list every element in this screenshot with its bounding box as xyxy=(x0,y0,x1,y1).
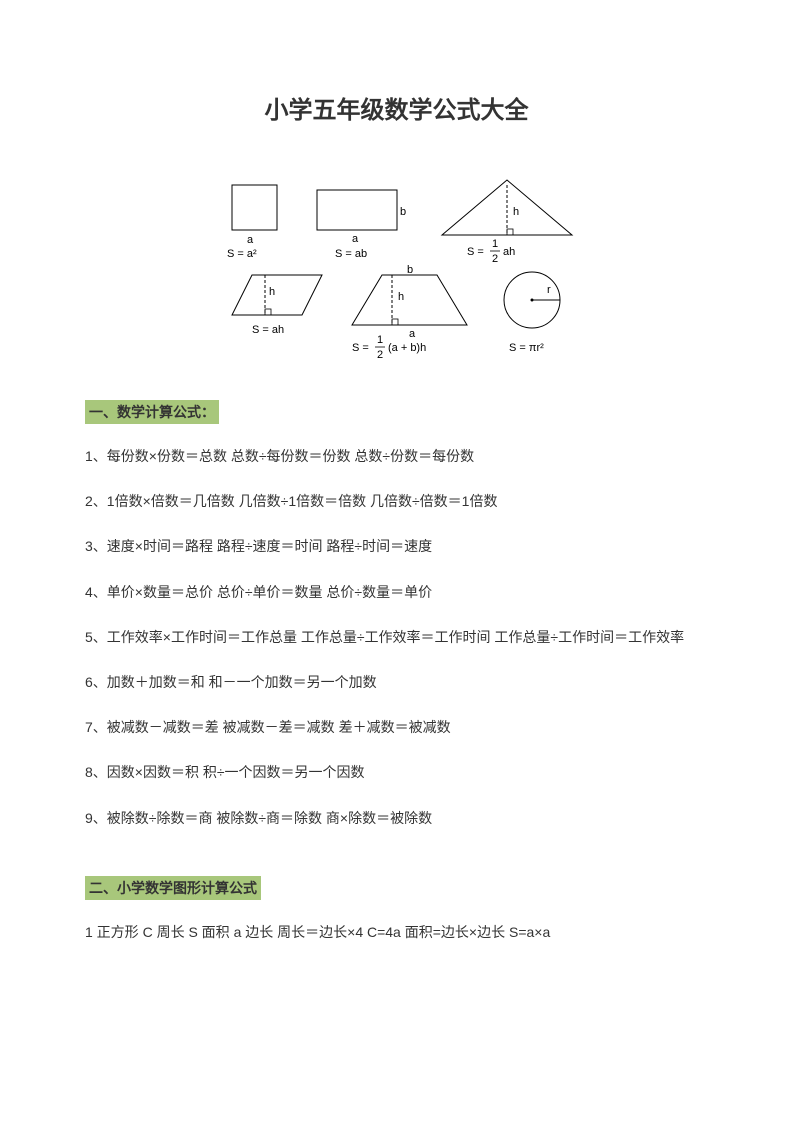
circ-label-r: r xyxy=(547,284,551,296)
section1-list: 1、每份数×份数＝总数 总数÷每份数＝份数 总数÷份数＝每份数 2、1倍数×倍数… xyxy=(85,444,708,831)
trap-formula-r: (a + b)h xyxy=(388,342,426,354)
formula-item: 2、1倍数×倍数＝几倍数 几倍数÷1倍数＝倍数 几倍数÷倍数＝1倍数 xyxy=(85,489,708,514)
trap-frac-top: 1 xyxy=(376,334,382,346)
section2-list: 1 正方形 C 周长 S 面积 a 边长 周长＝边长×4 C=4a 面积=边长×… xyxy=(85,920,708,945)
circ-formula: S = πr² xyxy=(509,342,544,354)
circle-shape: r S = πr² xyxy=(504,272,560,354)
square-shape: a S = a² xyxy=(227,185,277,260)
formula-item: 1、每份数×份数＝总数 总数÷每份数＝份数 总数÷份数＝每份数 xyxy=(85,444,708,469)
section2-header: 二、小学数学图形计算公式 xyxy=(85,876,261,900)
trap-frac-bot: 2 xyxy=(376,349,382,361)
formula-diagram: a S = a² b a S = ab h S = 1 2 ah xyxy=(85,175,708,365)
formula-item: 4、单价×数量＝总价 总价÷单价＝数量 总价÷数量＝单价 xyxy=(85,580,708,605)
section1-header: 一、数学计算公式： xyxy=(85,400,219,424)
rect-label-b: b xyxy=(400,206,406,218)
formula-item: 8、因数×因数＝积 积÷一个因数＝另一个因数 xyxy=(85,760,708,785)
para-label-h: h xyxy=(269,286,275,298)
formula-item: 1 正方形 C 周长 S 面积 a 边长 周长＝边长×4 C=4a 面积=边长×… xyxy=(85,920,708,945)
tri-formula-s: S = xyxy=(467,246,484,258)
tri-label-h: h xyxy=(513,206,519,218)
trapezoid-shape: b h a S = 1 2 (a + b)h xyxy=(352,264,467,361)
formula-item: 3、速度×时间＝路程 路程÷速度＝时间 路程÷时间＝速度 xyxy=(85,534,708,559)
tri-frac-bot: 2 xyxy=(491,253,497,265)
square-formula: S = a² xyxy=(227,248,257,260)
section-1: 一、数学计算公式： 1、每份数×份数＝总数 总数÷每份数＝份数 总数÷份数＝每份… xyxy=(85,400,708,831)
formula-item: 5、工作效率×工作时间＝工作总量 工作总量÷工作效率＝工作时间 工作总量÷工作时… xyxy=(85,625,708,650)
tri-frac-top: 1 xyxy=(491,238,497,250)
page-title: 小学五年级数学公式大全 xyxy=(85,90,708,125)
trap-label-a: a xyxy=(409,328,416,340)
rect-label-a: a xyxy=(352,233,359,245)
formula-item: 7、被减数－减数＝差 被减数－差＝减数 差＋减数＝被减数 xyxy=(85,715,708,740)
trap-label-b: b xyxy=(407,264,413,276)
tri-formula-r: ah xyxy=(503,246,515,258)
rectangle-shape: b a S = ab xyxy=(317,190,406,260)
para-formula: S = ah xyxy=(252,324,284,336)
parallelogram-shape: h S = ah xyxy=(232,275,322,336)
trap-label-h: h xyxy=(398,291,404,303)
section-2: 二、小学数学图形计算公式 1 正方形 C 周长 S 面积 a 边长 周长＝边长×… xyxy=(85,876,708,945)
square-label-a: a xyxy=(247,234,254,246)
triangle-shape: h S = 1 2 ah xyxy=(442,180,572,265)
trap-formula-s: S = xyxy=(352,342,369,354)
rect-formula: S = ab xyxy=(335,248,367,260)
formula-item: 6、加数＋加数＝和 和－一个加数＝另一个加数 xyxy=(85,670,708,695)
formula-item: 9、被除数÷除数＝商 被除数÷商＝除数 商×除数＝被除数 xyxy=(85,806,708,831)
